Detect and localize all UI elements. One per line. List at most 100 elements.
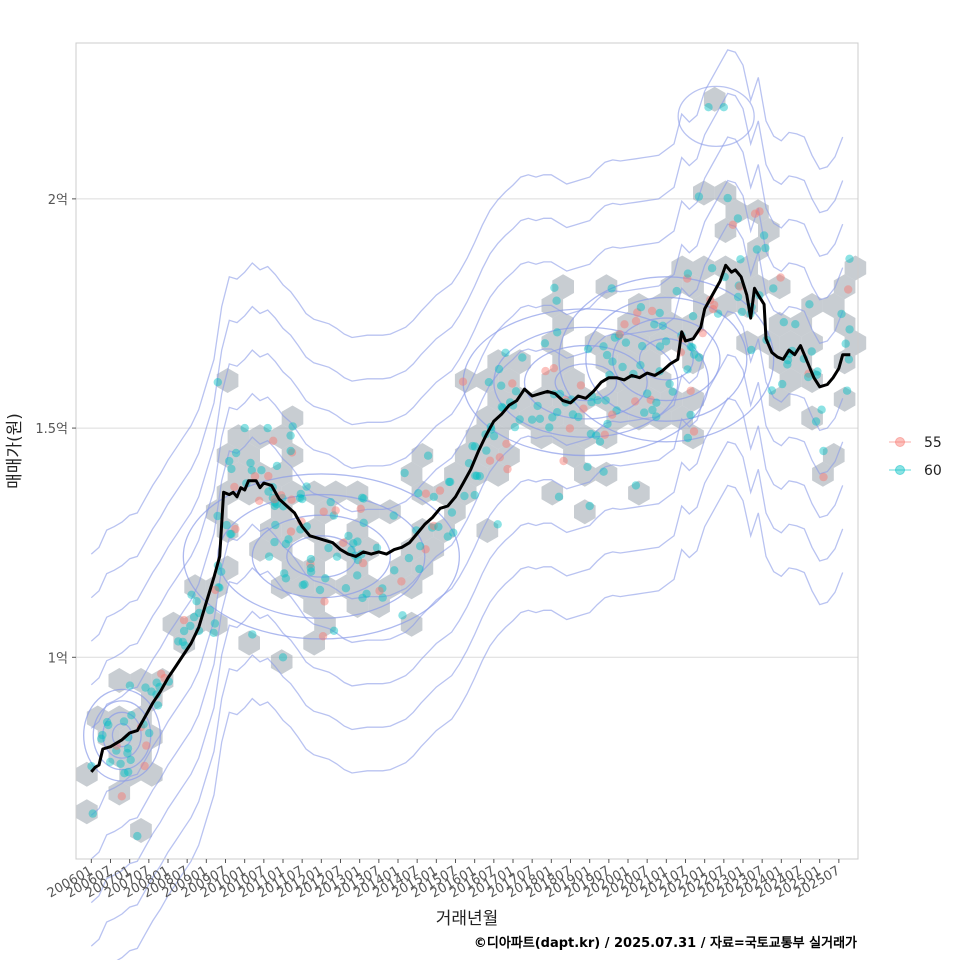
hexbin-cell-53 (649, 293, 672, 318)
data-point-60 (231, 448, 241, 458)
data-point-55 (140, 761, 149, 771)
data-point-60 (414, 489, 423, 498)
hexbin-cell-158 (411, 443, 434, 468)
data-point-60 (658, 321, 667, 330)
hexbin-cell-25 (260, 480, 282, 506)
data-point-60 (227, 529, 236, 539)
data-point-55 (142, 741, 151, 750)
data-point-55 (565, 424, 575, 433)
hexbin-cell-79 (801, 330, 823, 356)
data-point-60 (209, 628, 218, 637)
data-point-60 (482, 446, 491, 455)
hexbin-cell-50 (238, 443, 260, 468)
data-point-60 (205, 605, 215, 615)
data-point-60 (288, 422, 297, 431)
data-point-60 (470, 442, 480, 451)
data-point-60 (192, 597, 201, 606)
data-point-55 (495, 453, 504, 462)
hexbin-cell-115 (498, 368, 520, 393)
hexbin-cell-169 (779, 330, 802, 356)
hexbin-cell-92 (433, 480, 455, 506)
hexbin-cell-73 (801, 368, 823, 393)
hexbin-cell-195 (238, 630, 260, 656)
hexbin-cell-176 (303, 593, 325, 618)
y-axis-title: 매매가(원) (5, 413, 25, 489)
data-point-60 (587, 398, 596, 407)
hexbin-cell-13 (314, 499, 336, 525)
source-caption: ©디아파트(dapt.kr) / 2025.07.31 / 자료=국토교통부 실… (474, 935, 857, 951)
hexbin-cell-161 (303, 630, 325, 656)
data-point-60 (329, 511, 338, 520)
data-point-60 (126, 755, 135, 765)
data-point-60 (284, 535, 293, 544)
data-point-60 (98, 730, 107, 740)
contour-band-4 (90, 310, 844, 816)
hexbin-cell-178 (108, 668, 131, 693)
contour-ring-3-1 (638, 338, 694, 381)
hexbin-cell-171 (444, 461, 466, 487)
hexbin-cell-37 (498, 443, 520, 468)
data-point-55 (264, 471, 273, 481)
hexbin-cell-4 (682, 424, 704, 450)
x-axis: 2006012006072007012007072008012008072009… (45, 859, 843, 901)
hexbin-cell-22 (736, 255, 758, 281)
hexbin-cell-74 (552, 349, 574, 375)
hexbin-cell-134 (747, 236, 769, 262)
hexbin-cell-114 (400, 611, 423, 637)
contour-ring-1-3 (217, 493, 426, 619)
data-point-55 (250, 472, 260, 481)
data-point-60 (842, 386, 852, 395)
data-point-55 (157, 669, 166, 678)
data-point-60 (608, 357, 617, 366)
hexbin-cell-129 (628, 480, 650, 506)
data-point-60 (357, 493, 367, 502)
data-point-55 (615, 330, 624, 339)
data-point-60 (378, 584, 387, 593)
data-point-55 (503, 464, 512, 474)
data-point-60 (295, 493, 305, 503)
data-point-60 (359, 494, 368, 503)
data-point-60 (686, 342, 695, 351)
data-point-60 (752, 245, 762, 254)
data-point-60 (217, 567, 226, 576)
data-point-55 (397, 577, 406, 586)
data-point-60 (602, 350, 612, 360)
data-point-60 (102, 717, 112, 727)
data-point-60 (416, 542, 425, 551)
data-point-55 (286, 527, 296, 536)
contour-ring-0-3 (92, 700, 152, 771)
y-axis: 1억 1.5억 2억 (35, 193, 76, 666)
data-point-60 (489, 431, 499, 441)
data-point-60 (210, 619, 220, 628)
data-point-60 (631, 481, 641, 490)
hexbin-cell-35 (433, 518, 455, 543)
data-point-55 (458, 377, 468, 386)
data-point-60 (104, 720, 113, 730)
data-point-60 (593, 396, 602, 405)
legend: 55 60 (889, 435, 942, 479)
data-point-60 (359, 518, 368, 527)
data-point-60 (638, 341, 647, 351)
data-point-60 (286, 431, 295, 440)
hexbin-cell-69 (108, 780, 131, 806)
hexbin-cell-154 (617, 349, 639, 375)
data-point-60 (324, 543, 333, 553)
data-point-60 (707, 264, 717, 273)
data-point-55 (608, 410, 617, 419)
data-point-60 (778, 379, 787, 389)
data-point-60 (550, 283, 559, 292)
data-point-60 (845, 254, 854, 263)
hexbin-cell-86 (151, 668, 174, 693)
hexbin-cell-38 (281, 480, 304, 506)
hexbin-cell-78 (454, 368, 477, 393)
data-point-60 (621, 338, 631, 347)
data-point-60 (280, 569, 289, 578)
data-point-60 (683, 269, 693, 278)
data-point-60 (791, 320, 800, 329)
data-point-55 (318, 632, 328, 641)
hexbin-cell-102 (346, 518, 369, 543)
hexbin-cell-33 (368, 593, 390, 618)
data-point-60 (272, 461, 282, 471)
hexbin-cell-113 (628, 330, 650, 356)
data-point-55 (508, 379, 517, 388)
